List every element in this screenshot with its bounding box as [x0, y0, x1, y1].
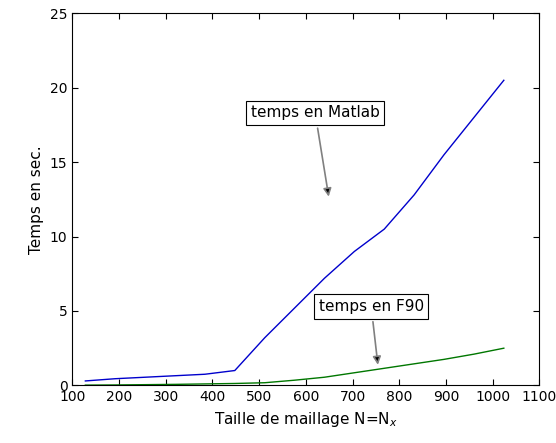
X-axis label: Taille de maillage N=N$_x$: Taille de maillage N=N$_x$	[214, 410, 398, 429]
Y-axis label: Temps en sec.: Temps en sec.	[29, 145, 44, 254]
Text: temps en Matlab: temps en Matlab	[251, 105, 380, 195]
Text: temps en F90: temps en F90	[319, 299, 424, 363]
